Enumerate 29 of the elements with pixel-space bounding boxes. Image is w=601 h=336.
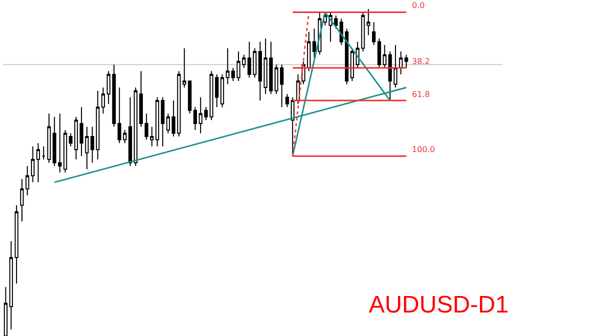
candlestick <box>30 146 35 183</box>
series-label: 100.0 <box>412 145 435 154</box>
series-label: 38.2 <box>412 57 430 66</box>
candlestick <box>247 41 252 78</box>
candlestick <box>372 22 376 46</box>
candlestick <box>68 132 72 147</box>
candlestick <box>280 64 284 108</box>
candlestick <box>193 106 197 130</box>
candlestick <box>188 80 192 114</box>
candlestick <box>377 38 382 68</box>
candlestick <box>128 96 132 166</box>
candlestick <box>312 28 316 59</box>
candlestick <box>90 126 94 164</box>
candlestick <box>63 129 68 173</box>
candlestick <box>155 96 160 147</box>
candlestick <box>252 48 257 78</box>
candlestick <box>220 74 224 108</box>
candlestick <box>36 142 40 183</box>
text: AUDUSD-D1 <box>368 291 509 318</box>
candlestick <box>96 90 100 160</box>
candlestick <box>399 51 403 75</box>
candlestick <box>285 94 290 108</box>
candlestick <box>215 74 219 108</box>
series-label: 61.8 <box>412 90 430 99</box>
candlestick <box>42 146 46 160</box>
candlestick <box>122 129 127 144</box>
candlestick <box>404 54 408 68</box>
series-label: 0.0 <box>412 1 425 10</box>
candlestick <box>160 96 165 147</box>
